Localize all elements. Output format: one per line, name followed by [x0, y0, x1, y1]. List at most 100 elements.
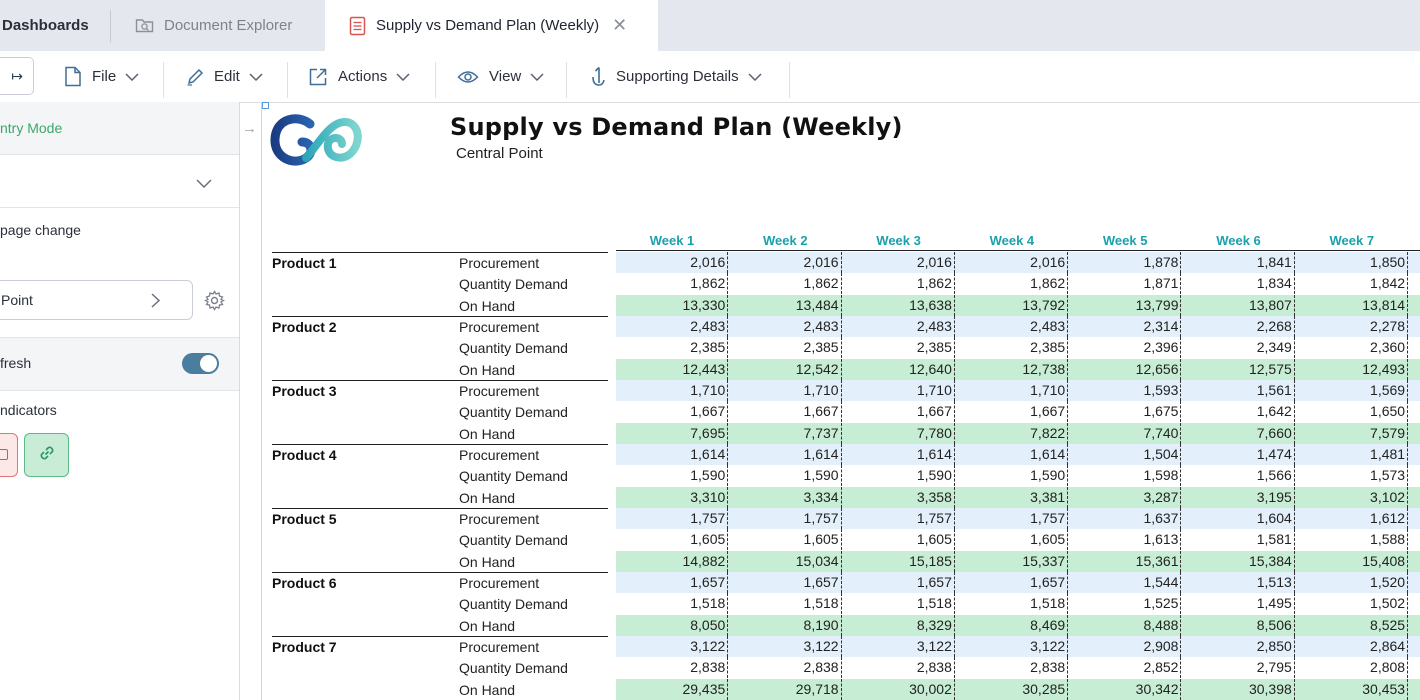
file-menu[interactable]: File	[64, 51, 139, 102]
table-cell[interactable]: 1,710	[843, 379, 955, 401]
table-cell[interactable]: 1,657	[616, 571, 729, 593]
table-cell[interactable]: 1,614	[843, 443, 955, 465]
table-cell[interactable]: 15,034	[729, 550, 842, 572]
table-cell[interactable]: 2,483	[729, 315, 842, 337]
table-cell[interactable]: 1,657	[956, 571, 1069, 593]
table-cell[interactable]: 3,122	[616, 635, 729, 657]
table-cell[interactable]: 2,838	[729, 657, 842, 679]
table-cell[interactable]: 1,518	[956, 593, 1069, 615]
table-cell[interactable]: 1,604	[1183, 507, 1295, 529]
table-cell[interactable]: 2,385	[729, 337, 842, 359]
table-cell[interactable]: 3,122	[729, 635, 842, 657]
table-cell[interactable]: 1,605	[956, 529, 1069, 551]
table-cell[interactable]: 1,675	[1069, 401, 1182, 423]
entry-mode-row[interactable]: ntry Mode	[0, 102, 239, 155]
table-cell[interactable]: 12,542	[729, 358, 842, 380]
table-cell[interactable]: 2,016	[956, 252, 1069, 273]
view-menu[interactable]: View	[457, 51, 544, 102]
table-cell[interactable]: 13,799	[1069, 294, 1182, 316]
table-cell[interactable]: 1,605	[729, 529, 842, 551]
table-cell[interactable]: 1,544	[1069, 571, 1182, 593]
table-cell[interactable]: 1,525	[1069, 593, 1182, 615]
table-cell[interactable]: 15,337	[956, 550, 1069, 572]
table-cell[interactable]: 13,638	[843, 294, 955, 316]
table-cell[interactable]: 1,757	[843, 507, 955, 529]
table-cell[interactable]: 7,740	[1069, 422, 1182, 444]
close-icon[interactable]: ✕	[612, 15, 628, 35]
table-cell[interactable]: 13,792	[956, 294, 1069, 316]
table-cell[interactable]: 7,822	[956, 422, 1069, 444]
table-cell[interactable]: 1,573	[1296, 465, 1409, 487]
table-cell[interactable]: 1,614	[729, 443, 842, 465]
table-cell[interactable]: 1,862	[729, 273, 842, 295]
table-cell[interactable]: 1,605	[616, 529, 729, 551]
table-cell[interactable]: 3,310	[616, 486, 729, 508]
edit-menu[interactable]: Edit	[186, 51, 263, 102]
table-cell[interactable]: 30,002	[843, 678, 955, 700]
table-cell[interactable]: 1,710	[956, 379, 1069, 401]
table-cell[interactable]: 13,484	[729, 294, 842, 316]
table-cell[interactable]: 1,642	[1183, 401, 1295, 423]
gear-icon[interactable]	[204, 290, 225, 316]
table-cell[interactable]: 1,650	[1296, 401, 1409, 423]
table-cell[interactable]: 1,502	[1296, 593, 1409, 615]
table-cell[interactable]: 3,358	[843, 486, 955, 508]
table-cell[interactable]: 1,474	[1183, 443, 1295, 465]
table-cell[interactable]: 15,361	[1069, 550, 1182, 572]
table-cell[interactable]: 1,513	[1183, 571, 1295, 593]
table-cell[interactable]: 1,605	[843, 529, 955, 551]
table-cell[interactable]: 8,525	[1296, 614, 1409, 636]
table-cell[interactable]: 2,396	[1069, 337, 1182, 359]
table-cell[interactable]: 3,122	[843, 635, 955, 657]
table-cell[interactable]: 1,862	[616, 273, 729, 295]
table-cell[interactable]: 1,757	[729, 507, 842, 529]
table-cell[interactable]: 1,614	[616, 443, 729, 465]
table-cell[interactable]: 1,593	[1069, 379, 1182, 401]
table-cell[interactable]: 30,285	[956, 678, 1069, 700]
table-cell[interactable]: 1,588	[1296, 529, 1409, 551]
table-cell[interactable]: 2,385	[956, 337, 1069, 359]
table-cell[interactable]: 7,737	[729, 422, 842, 444]
actions-menu[interactable]: Actions	[308, 51, 410, 102]
table-cell[interactable]: 2,850	[1183, 635, 1295, 657]
table-cell[interactable]: 8,329	[843, 614, 955, 636]
table-cell[interactable]: 2,483	[616, 315, 729, 337]
table-cell[interactable]: 8,506	[1183, 614, 1295, 636]
table-cell[interactable]: 2,314	[1069, 315, 1182, 337]
table-cell[interactable]: 1,614	[956, 443, 1069, 465]
table-cell[interactable]: 2,349	[1183, 337, 1295, 359]
table-cell[interactable]: 1,710	[616, 379, 729, 401]
table-cell[interactable]: 2,808	[1296, 657, 1409, 679]
table-cell[interactable]: 30,453	[1296, 678, 1409, 700]
table-cell[interactable]: 3,122	[956, 635, 1069, 657]
table-cell[interactable]: 29,718	[729, 678, 842, 700]
table-cell[interactable]: 1,657	[843, 571, 955, 593]
table-cell[interactable]: 1,657	[729, 571, 842, 593]
table-cell[interactable]: 1,871	[1069, 273, 1182, 295]
table-cell[interactable]: 1,842	[1296, 273, 1409, 295]
table-cell[interactable]: 1,598	[1069, 465, 1182, 487]
table-cell[interactable]: 29,435	[616, 678, 729, 700]
table-cell[interactable]: 2,795	[1183, 657, 1295, 679]
expand-panel-button[interactable]: ↦	[0, 57, 34, 95]
table-cell[interactable]: 2,016	[616, 252, 729, 273]
table-cell[interactable]: 1,613	[1069, 529, 1182, 551]
table-cell[interactable]: 1,518	[729, 593, 842, 615]
table-cell[interactable]: 2,483	[843, 315, 955, 337]
table-cell[interactable]: 1,520	[1296, 571, 1409, 593]
table-cell[interactable]: 1,518	[843, 593, 955, 615]
table-cell[interactable]: 2,838	[956, 657, 1069, 679]
table-cell[interactable]: 1,637	[1069, 507, 1182, 529]
table-cell[interactable]: 2,908	[1069, 635, 1182, 657]
table-cell[interactable]: 2,360	[1296, 337, 1409, 359]
section-collapse-row[interactable]	[0, 155, 239, 208]
table-cell[interactable]: 3,195	[1183, 486, 1295, 508]
table-cell[interactable]: 2,483	[956, 315, 1069, 337]
table-cell[interactable]: 7,695	[616, 422, 729, 444]
table-cell[interactable]: 8,190	[729, 614, 842, 636]
table-cell[interactable]: 1,518	[616, 593, 729, 615]
tab-document-explorer[interactable]: Document Explorer	[135, 0, 292, 51]
table-cell[interactable]: 12,443	[616, 358, 729, 380]
table-cell[interactable]: 1,481	[1296, 443, 1409, 465]
table-cell[interactable]: 1,581	[1183, 529, 1295, 551]
